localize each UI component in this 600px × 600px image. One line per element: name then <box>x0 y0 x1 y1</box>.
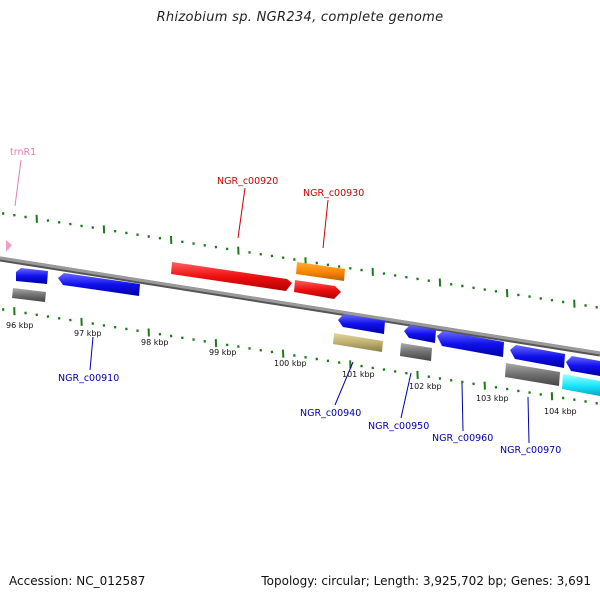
gene-label-ngr-c00920: NGR_c00920 <box>217 176 278 187</box>
gene-label-ngr-c00970: NGR_c00970 <box>500 445 561 456</box>
trna-marker <box>6 159 22 252</box>
gene-label-ngr-c00950: NGR_c00950 <box>368 421 429 432</box>
gene-arrow <box>296 262 345 281</box>
genome-info-text: Topology: circular; Length: 3,925,702 bp… <box>261 574 591 588</box>
genome-backbone <box>0 256 600 357</box>
gene-arrow <box>566 356 600 376</box>
gene-arrow <box>437 331 504 357</box>
kbp-label: 96 kbp <box>6 321 34 330</box>
kbp-label: 100 kbp <box>274 359 307 368</box>
kbp-label: 102 kbp <box>409 382 442 391</box>
gene-arrow <box>505 363 560 386</box>
gene-arrow <box>171 262 292 291</box>
gene-label-ngr-c00910: NGR_c00910 <box>58 373 119 384</box>
kbp-label: 98 kbp <box>141 338 169 347</box>
gene-label-ngr-c00930: NGR_c00930 <box>303 188 364 199</box>
kbp-label: 99 kbp <box>209 348 237 357</box>
kbp-label: 97 kbp <box>74 329 102 338</box>
gene-arrow <box>562 374 600 396</box>
map-title: Rhizobium sp. NGR234, complete genome <box>156 10 444 25</box>
gene-arrow <box>294 280 341 299</box>
kbp-labels: 96 kbp 97 kbp 98 kbp 99 kbp 100 kbp 101 … <box>6 321 577 416</box>
tick-row-bottom <box>1 307 598 405</box>
accession-text: Accession: NC_012587 <box>9 574 146 588</box>
gene-features <box>12 262 600 396</box>
gene-label-ngr-c00960: NGR_c00960 <box>432 433 493 444</box>
gene-arrow <box>12 288 46 302</box>
gene-arrow <box>58 273 140 296</box>
gene-arrow <box>510 345 565 368</box>
gene-arrow <box>16 268 48 284</box>
kbp-label: 104 kbp <box>544 407 577 416</box>
tick-row-top <box>1 212 598 309</box>
gene-label-ngr-c00940: NGR_c00940 <box>300 408 361 419</box>
kbp-label: 101 kbp <box>342 370 375 379</box>
gene-arrow <box>338 314 385 334</box>
kbp-label: 103 kbp <box>476 394 509 403</box>
gene-arrow <box>400 343 432 361</box>
gene-arrow <box>333 333 383 352</box>
trna-arrow <box>6 240 12 252</box>
gene-arrow <box>404 325 436 343</box>
gene-label-connectors <box>89 187 530 444</box>
gene-labels: trnR1 NGR_c00920 NGR_c00930 NGR_c00910 N… <box>10 147 561 456</box>
gene-label-trnR1: trnR1 <box>10 147 36 158</box>
